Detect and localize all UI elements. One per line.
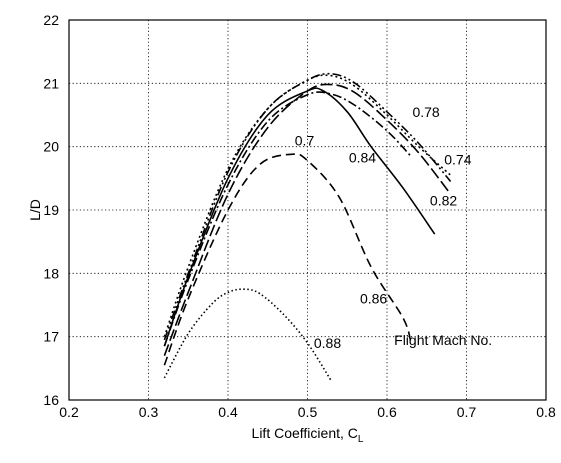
series-lines: [163, 72, 452, 382]
y-tick-labels: 16 17 18 19 20 21 22: [43, 12, 59, 408]
y-axis-label: L/D: [27, 199, 43, 221]
series-line-mach-0-88: [163, 288, 333, 382]
y-tick-label: 16: [43, 392, 59, 408]
series-label-mach-0-88: 0.88: [314, 335, 341, 351]
x-tick-label: 0.6: [377, 404, 397, 420]
series-label-mach-0-84: 0.84: [349, 149, 376, 165]
series-label-mach-0-86: 0.86: [360, 291, 387, 307]
plot-frame: [68, 19, 547, 401]
x-tick-label: 0.3: [139, 404, 159, 420]
series-line-mach-0-78: [163, 72, 452, 341]
series-line-mach-0-82: [163, 83, 452, 356]
x-tick-labels: 0.2 0.3 0.4 0.5 0.6 0.7 0.8: [59, 404, 556, 420]
y-tick-label: 19: [43, 202, 59, 218]
x-axis-label-main: Lift Coefficient, C: [252, 425, 358, 441]
x-tick-label: 0.5: [298, 404, 318, 420]
series-label-mach-0-78: 0.78: [412, 104, 439, 120]
series-label-mach-0-74: 0.74: [444, 151, 471, 167]
y-tick-label: 17: [43, 329, 59, 345]
series-label-mach-0-82: 0.82: [430, 193, 457, 209]
flight-mach-annotation: Flight Mach No.: [394, 332, 492, 348]
x-tick-label: 0.2: [59, 404, 79, 420]
series-line-mach-0-84: [163, 87, 436, 347]
x-axis-label-subscript: L: [358, 434, 364, 445]
series-labels: 0.7 0.74 0.78 0.82 0.84 0.86 0.88: [295, 104, 472, 351]
x-axis-label: Lift Coefficient, CL: [252, 425, 364, 445]
series-label-mach-0-7: 0.7: [295, 132, 315, 148]
y-tick-label: 21: [43, 75, 59, 91]
grid-lines: [69, 20, 546, 400]
series-line-mach-0-7: [163, 91, 412, 347]
y-tick-label: 22: [43, 12, 59, 28]
y-tick-label: 20: [43, 139, 59, 155]
x-tick-label: 0.8: [536, 404, 556, 420]
y-tick-label: 18: [43, 265, 59, 281]
x-tick-label: 0.7: [457, 404, 477, 420]
series-line-mach-0-86: [163, 153, 412, 366]
x-tick-label: 0.4: [218, 404, 238, 420]
